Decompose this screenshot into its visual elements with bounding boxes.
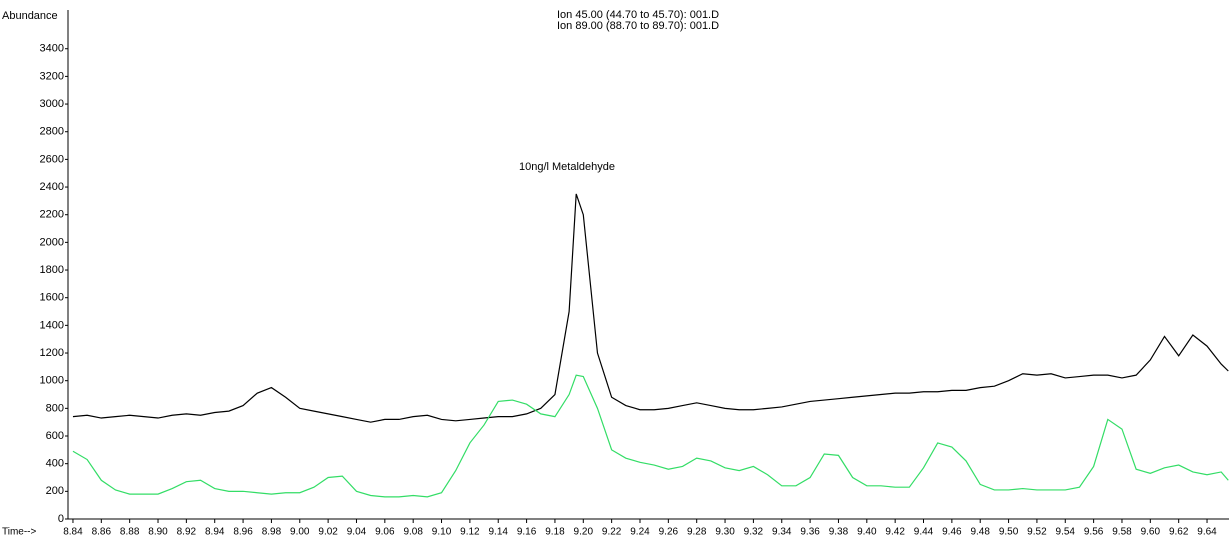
y-tick-label: 1600 bbox=[40, 292, 64, 304]
x-tick-label: 9.38 bbox=[829, 527, 849, 538]
x-tick-label: 9.18 bbox=[545, 527, 565, 538]
y-tick-label: 2000 bbox=[40, 236, 64, 248]
x-tick-label: 9.24 bbox=[630, 527, 650, 538]
y-tick-label: 3400 bbox=[40, 43, 64, 55]
y-tick-label: 2600 bbox=[40, 153, 64, 165]
y-tick-label: 2400 bbox=[40, 181, 64, 193]
x-tick-label: 9.28 bbox=[687, 527, 707, 538]
x-tick-label: 9.06 bbox=[375, 527, 395, 538]
x-tick-label: 9.34 bbox=[772, 527, 792, 538]
y-tick-label: 0 bbox=[58, 513, 64, 525]
x-tick-label: 8.96 bbox=[233, 527, 253, 538]
y-tick-label: 2800 bbox=[40, 126, 64, 138]
y-tick-label: 2200 bbox=[40, 209, 64, 221]
x-tick-label: 8.90 bbox=[148, 527, 168, 538]
y-tick-label: 3200 bbox=[40, 70, 64, 82]
x-tick-label: 8.92 bbox=[177, 527, 197, 538]
x-tick-label: 9.10 bbox=[432, 527, 452, 538]
x-tick-label: 9.16 bbox=[517, 527, 537, 538]
x-tick-label: 9.44 bbox=[914, 527, 934, 538]
y-tick-label: 1200 bbox=[40, 347, 64, 359]
x-tick-label: 9.26 bbox=[659, 527, 679, 538]
x-tick-label: 9.02 bbox=[318, 527, 338, 538]
legend-entry: Ion 45.00 (44.70 to 45.70): 001.D bbox=[557, 9, 719, 21]
y-axis-label: Abundance bbox=[2, 10, 58, 22]
x-tick-label: 9.58 bbox=[1112, 527, 1132, 538]
x-tick-label: 9.40 bbox=[857, 527, 877, 538]
y-tick-label: 600 bbox=[46, 430, 64, 442]
x-tick-label: 9.64 bbox=[1197, 527, 1217, 538]
y-tick-label: 1000 bbox=[40, 375, 64, 387]
x-tick-label: 9.52 bbox=[1027, 527, 1047, 538]
y-tick-label: 200 bbox=[46, 485, 64, 497]
legend-entry: Ion 89.00 (88.70 to 89.70): 001.D bbox=[557, 20, 719, 32]
x-tick-label: 9.00 bbox=[290, 527, 310, 538]
x-tick-label: 9.36 bbox=[800, 527, 820, 538]
x-tick-label: 8.88 bbox=[120, 527, 140, 538]
x-tick-label: 9.50 bbox=[999, 527, 1019, 538]
y-tick-label: 1400 bbox=[40, 319, 64, 331]
x-tick-label: 9.12 bbox=[460, 527, 480, 538]
y-tick-label: 3000 bbox=[40, 98, 64, 110]
x-axis-label: Time--> bbox=[2, 527, 37, 538]
annotation: 10ng/l Metaldehyde bbox=[519, 161, 615, 173]
x-tick-label: 8.84 bbox=[63, 527, 83, 538]
x-tick-label: 8.94 bbox=[205, 527, 225, 538]
series-line bbox=[72, 374, 1229, 498]
y-tick-label: 1800 bbox=[40, 264, 64, 276]
x-tick-label: 8.86 bbox=[92, 527, 112, 538]
x-tick-label: 9.46 bbox=[942, 527, 962, 538]
x-tick-label: 9.08 bbox=[403, 527, 423, 538]
x-tick-label: 9.22 bbox=[602, 527, 622, 538]
x-tick-label: 9.60 bbox=[1141, 527, 1161, 538]
series-line bbox=[72, 193, 1229, 423]
y-tick-label: 400 bbox=[46, 458, 64, 470]
x-tick-label: 9.30 bbox=[715, 527, 735, 538]
x-tick-label: 8.98 bbox=[262, 527, 282, 538]
x-tick-label: 9.54 bbox=[1056, 527, 1076, 538]
y-tick-label: 800 bbox=[46, 402, 64, 414]
x-tick-label: 9.20 bbox=[574, 527, 594, 538]
x-tick-label: 9.04 bbox=[347, 527, 367, 538]
x-tick-label: 9.14 bbox=[489, 527, 509, 538]
x-tick-label: 9.56 bbox=[1084, 527, 1104, 538]
x-tick-label: 9.42 bbox=[885, 527, 905, 538]
x-tick-label: 9.48 bbox=[970, 527, 990, 538]
x-tick-label: 9.62 bbox=[1169, 527, 1189, 538]
x-tick-label: 9.32 bbox=[744, 527, 764, 538]
